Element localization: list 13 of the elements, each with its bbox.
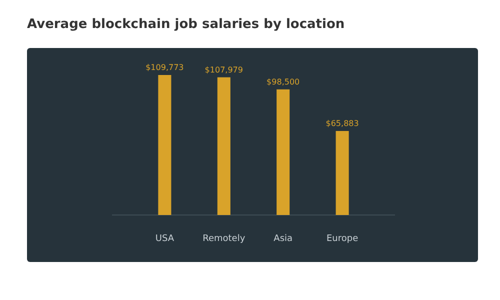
bar: [158, 75, 172, 215]
x-tick-label: Remotely: [202, 234, 246, 244]
bar: [336, 130, 349, 215]
x-tick-label: USA: [155, 234, 175, 244]
x-tick-label: Asia: [274, 234, 293, 244]
bar: [276, 89, 290, 215]
bar: [217, 77, 230, 215]
chart-title: Average blockchain job salaries by location: [27, 17, 345, 32]
data-label: $107,979: [204, 65, 243, 74]
x-tick-label: Europe: [326, 234, 359, 244]
data-label: $65,883: [326, 118, 359, 128]
data-label: $98,500: [266, 77, 300, 86]
data-label: $109,773: [146, 63, 184, 72]
